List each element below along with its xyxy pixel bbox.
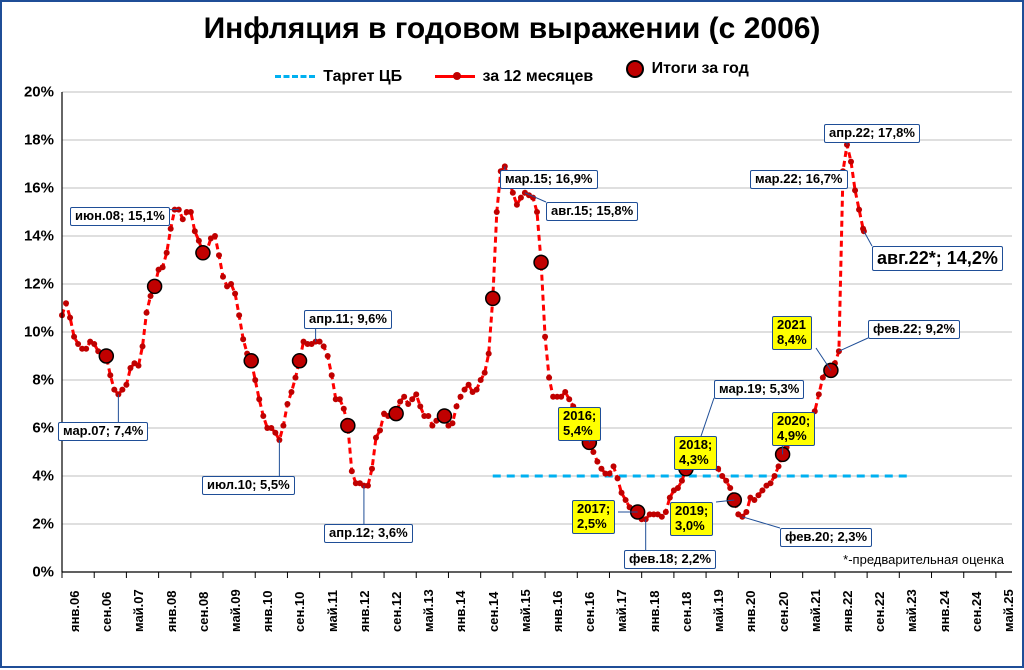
- callout-label: мар.22; 16,7%: [750, 170, 848, 189]
- callout-label: июн.08; 15,1%: [70, 207, 170, 226]
- y-tick-label: 2%: [32, 516, 54, 533]
- x-tick-label: сен.12: [389, 592, 404, 632]
- y-tick-label: 20%: [24, 84, 54, 101]
- y-tick-label: 14%: [24, 228, 54, 245]
- x-tick-label: май.09: [228, 589, 243, 632]
- x-tick-label: янв.24: [937, 590, 952, 632]
- footnote: *-предварительная оценка: [843, 552, 1004, 567]
- callout-label: авг.15; 15,8%: [546, 202, 638, 221]
- callout-label: 2017;2,5%: [572, 500, 615, 534]
- callout-label: мар.15; 16,9%: [500, 170, 598, 189]
- x-tick-label: янв.06: [67, 590, 82, 632]
- callout-label: апр.11; 9,6%: [304, 310, 392, 329]
- callout-label: апр.22; 17,8%: [824, 124, 920, 143]
- x-tick-label: май.15: [518, 589, 533, 632]
- x-tick-label: янв.14: [453, 590, 468, 632]
- callout-label: 2016;5,4%: [558, 407, 601, 441]
- x-tick-label: янв.22: [840, 590, 855, 632]
- x-tick-label: сен.22: [872, 592, 887, 632]
- x-tick-label: май.07: [131, 589, 146, 632]
- y-tick-label: 6%: [32, 420, 54, 437]
- callout-label: апр.12; 3,6%: [324, 524, 413, 543]
- x-tick-label: сен.20: [776, 592, 791, 632]
- callout-label: фев.22; 9,2%: [868, 320, 960, 339]
- x-tick-label: сен.08: [196, 592, 211, 632]
- x-tick-label: май.21: [808, 589, 823, 632]
- x-tick-label: янв.10: [260, 590, 275, 632]
- x-tick-label: янв.08: [164, 590, 179, 632]
- callout-label: 2018;4,3%: [674, 436, 717, 470]
- x-tick-label: сен.06: [99, 592, 114, 632]
- x-tick-label: май.23: [904, 589, 919, 632]
- y-tick-label: 0%: [32, 564, 54, 581]
- x-tick-label: янв.12: [357, 590, 372, 632]
- x-tick-label: май.25: [1001, 589, 1016, 632]
- callout-label: мар.07; 7,4%: [58, 422, 148, 441]
- x-tick-label: май.11: [325, 590, 340, 632]
- callout-label: фев.20; 2,3%: [780, 528, 872, 547]
- callout-label: авг.22*; 14,2%: [872, 246, 1003, 271]
- x-tick-label: сен.24: [969, 592, 984, 632]
- y-tick-label: 4%: [32, 468, 54, 485]
- y-tick-label: 12%: [24, 276, 54, 293]
- callout-label: июл.10; 5,5%: [202, 476, 295, 495]
- x-tick-label: май.13: [421, 589, 436, 632]
- x-tick-label: сен.18: [679, 592, 694, 632]
- callout-label: фев.18; 2,2%: [624, 550, 716, 569]
- x-tick-label: янв.20: [743, 590, 758, 632]
- callout-label: 20218,4%: [772, 316, 812, 350]
- x-tick-label: сен.10: [292, 592, 307, 632]
- x-tick-label: сен.16: [582, 592, 597, 632]
- y-tick-label: 10%: [24, 324, 54, 341]
- callout-label: мар.19; 5,3%: [714, 380, 804, 399]
- x-tick-label: май.19: [711, 589, 726, 632]
- x-tick-label: май.17: [614, 589, 629, 632]
- callout-label: 2019;3,0%: [670, 502, 713, 536]
- chart-container: Инфляция в годовом выражении (с 2006) Та…: [0, 0, 1024, 668]
- y-tick-label: 18%: [24, 132, 54, 149]
- y-tick-label: 8%: [32, 372, 54, 389]
- x-tick-label: янв.16: [550, 590, 565, 632]
- y-tick-label: 16%: [24, 180, 54, 197]
- x-tick-label: янв.18: [647, 590, 662, 632]
- x-tick-label: сен.14: [486, 592, 501, 632]
- callout-label: 2020;4,9%: [772, 412, 815, 446]
